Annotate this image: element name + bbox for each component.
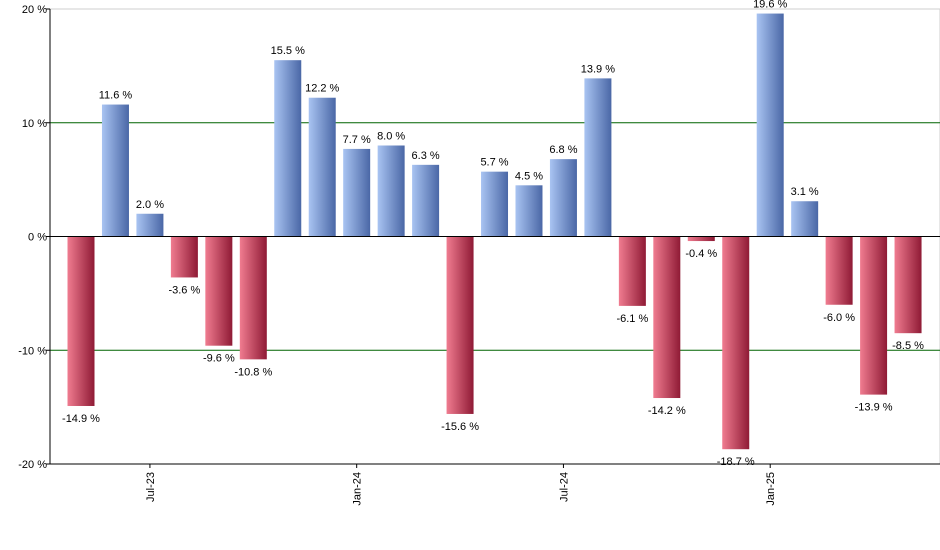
bar-value-label: 6.3 % [412,150,440,162]
y-tick-label: 20 % [22,4,47,16]
bar [722,236,750,450]
bar-value-label: 5.7 % [480,157,508,169]
bar [549,159,577,237]
bar-value-label: 11.6 % [99,90,133,102]
bar-value-label: -10.8 % [234,366,272,378]
bar-value-label: -15.6 % [441,421,479,433]
bar-value-label: -9.6 % [203,353,235,365]
bar [101,104,129,237]
bar-value-label: 19.6 % [753,0,787,11]
y-tick-label: -10 % [18,345,47,357]
bar [446,236,474,414]
bar-value-label: -6.0 % [823,312,855,324]
bar [653,236,681,399]
bar [343,148,371,237]
bar [584,78,612,237]
bar-value-label: -18.7 % [717,456,755,468]
bar-value-labels: -14.9 % 11.6 % 2.0 % -3.6 % -9.6 %-10.8 % 15.… [62,0,924,468]
bar-value-label: 13.9 % [581,63,615,75]
bar [377,145,405,237]
bar-value-label: -14.9 % [62,413,100,425]
x-tick-label: Jan-25 [765,472,777,506]
bar-value-label: 12.2 % [305,83,339,95]
bar [67,236,95,406]
bar-value-label: -0.4 % [685,248,717,260]
x-tick-label: Jan-24 [352,472,364,506]
bar-value-label: 3.1 % [791,186,819,198]
bar [412,164,440,237]
y-tick-label: 10 % [22,118,47,130]
bar-value-label: 8.0 % [377,131,405,143]
x-tick-label: Jul-24 [558,472,570,502]
bar [205,236,233,346]
bar-value-label: -13.9 % [855,402,893,414]
bar [756,13,784,237]
bar-value-label: -3.6 % [168,284,200,296]
gridlines [50,122,940,351]
bar-value-label: 6.8 % [549,144,577,156]
bars [67,13,922,450]
bar [860,236,888,395]
bar [618,236,646,306]
y-tick-label: -20 % [18,459,47,471]
axes: 20 % 10 % 0 % -10 % -20 % Jul-23 Jan-24 Jul-24 J… [18,4,940,506]
bar [170,236,198,278]
bar-value-label: -8.5 % [892,340,924,352]
bar [136,213,164,237]
bar [481,171,509,237]
y-tick-label: 0 % [28,232,47,244]
bar [308,97,336,237]
bar-value-label: 7.7 % [343,134,371,146]
bar [894,236,922,334]
bar [274,60,302,237]
x-tick-label: Jul-23 [145,472,157,502]
bar-value-label: -6.1 % [616,313,648,325]
bar-value-label: 4.5 % [515,170,543,182]
bar-value-label: 2.0 % [136,199,164,211]
bar-value-label: 15.5 % [271,45,305,57]
bar [687,236,715,242]
bar [825,236,853,305]
bar [239,236,267,360]
bar-value-label: -14.2 % [648,405,686,417]
bar [791,201,819,237]
bar [515,185,543,237]
